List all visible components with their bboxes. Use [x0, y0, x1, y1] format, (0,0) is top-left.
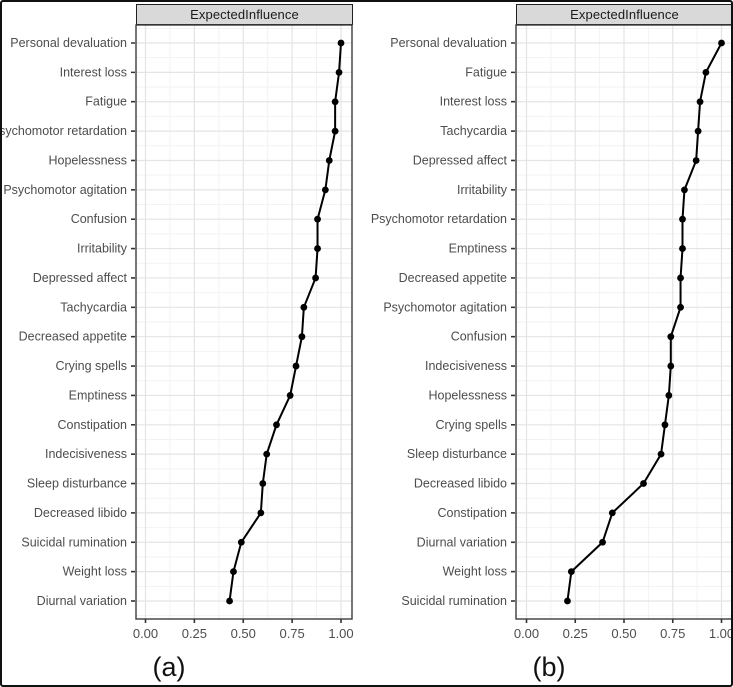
y-axis-label: Diurnal variation: [417, 535, 507, 549]
y-axis-label: Fatigue: [85, 95, 127, 109]
y-axis-label: Emptiness: [449, 242, 507, 256]
data-point: [314, 215, 321, 223]
data-point: [292, 362, 300, 370]
data-point: [692, 157, 700, 164]
y-axis-label: Diurnal variation: [37, 594, 127, 608]
panel-b-chart: Personal devaluation Fatigue Interest loss…: [371, 24, 733, 641]
y-axis-label: Decreased appetite: [399, 271, 507, 285]
panel-b-strip-header: ExpectedInfluence: [516, 4, 731, 25]
data-point: [331, 98, 339, 106]
data-point: [677, 303, 684, 311]
data-point: [661, 421, 669, 429]
y-axis-label: Personal devaluation: [390, 36, 507, 50]
data-point: [667, 333, 675, 341]
data-point: [325, 157, 333, 164]
y-axis-label: Depressed affect: [413, 153, 508, 167]
data-point: [679, 215, 686, 223]
data-point: [273, 421, 280, 429]
series-line: [228, 42, 342, 602]
data-point: [337, 39, 345, 47]
y-axis-label: Psychomotor agitation: [383, 300, 507, 314]
y-axis-label: Crying spells: [435, 418, 507, 432]
data-point: [230, 568, 237, 576]
y-axis-label: Psychomotor retardation: [371, 212, 507, 226]
data-point: [300, 303, 308, 311]
data-point: [681, 186, 688, 194]
y-axis-label: Tachycardia: [440, 124, 507, 138]
data-point: [718, 39, 725, 47]
y-axis-label: Suicidal rumination: [21, 535, 127, 549]
data-point: [608, 509, 616, 517]
data-point: [263, 450, 271, 458]
y-axis-label: Sleep disturbance: [407, 447, 507, 461]
x-axis-tick-label: 0.00: [133, 626, 158, 641]
data-point: [335, 68, 343, 76]
x-axis-tick-label: 0.50: [611, 626, 636, 641]
x-axis-tick-label: 0.75: [660, 626, 685, 641]
y-axis-label: Emptiness: [69, 388, 127, 402]
data-point: [331, 127, 339, 135]
y-axis-label: Interest loss: [440, 95, 507, 109]
x-axis-tick-label: 0.75: [279, 626, 304, 641]
y-axis-label: Confusion: [451, 330, 507, 344]
data-point: [286, 392, 294, 399]
x-axis-tick-label: 0.25: [182, 626, 207, 641]
y-axis-label: Sleep disturbance: [27, 477, 127, 491]
data-point: [298, 333, 306, 341]
series-line: [566, 42, 723, 602]
data-point: [665, 392, 673, 399]
y-axis-label: Weight loss: [443, 565, 507, 579]
y-axis-label: Hopelessness: [428, 388, 507, 402]
panel-a-chart: Personal devaluation Interest loss Fatigue…: [2, 24, 354, 641]
y-axis-label: Irritability: [77, 242, 128, 256]
data-point: [640, 480, 647, 487]
y-axis-label: Tachycardia: [60, 300, 127, 314]
y-axis-label: Suicidal rumination: [401, 594, 507, 608]
y-axis-label: Constipation: [438, 506, 508, 520]
data-point: [226, 597, 233, 605]
y-axis-label: Hopelessness: [48, 153, 127, 167]
data-point: [237, 538, 245, 546]
y-axis-label: Fatigue: [465, 65, 507, 79]
data-point: [694, 127, 702, 135]
x-axis-tick-label: 1.00: [328, 626, 353, 641]
panel-a-caption: (a): [152, 652, 186, 682]
y-axis-label: Psychomotor agitation: [3, 183, 127, 197]
x-axis-tick-label: 1.00: [709, 626, 733, 641]
data-point: [564, 597, 571, 605]
y-axis-label: Decreased libido: [414, 477, 507, 491]
y-axis-label: Psychomotor retardation: [2, 124, 127, 138]
y-axis-label: Constipation: [58, 418, 128, 432]
y-axis-label: Weight loss: [63, 565, 127, 579]
x-axis-tick-label: 0.25: [563, 626, 588, 641]
y-axis-label: Interest loss: [60, 65, 127, 79]
data-point: [677, 274, 684, 282]
data-point: [657, 450, 665, 458]
panel-b-caption: (b): [532, 652, 566, 682]
y-axis-label: Crying spells: [55, 359, 127, 373]
data-point: [259, 480, 267, 487]
y-axis-label: Decreased libido: [34, 506, 127, 520]
y-axis-label: Depressed affect: [33, 271, 128, 285]
data-point: [696, 98, 704, 106]
data-point: [314, 245, 321, 252]
y-axis-label: Confusion: [71, 212, 127, 226]
y-axis-label: Indecisiveness: [45, 447, 127, 461]
y-axis-label: Indecisiveness: [425, 359, 507, 373]
data-point: [321, 186, 329, 194]
data-point: [312, 274, 319, 282]
y-axis-label: Personal devaluation: [10, 36, 127, 50]
data-point: [257, 509, 265, 517]
data-point: [667, 362, 675, 370]
x-axis-tick-label: 0.00: [514, 626, 539, 641]
data-point: [599, 538, 606, 546]
data-point: [679, 245, 686, 252]
data-point: [702, 68, 710, 76]
data-point: [567, 568, 575, 576]
x-axis-tick-label: 0.50: [231, 626, 256, 641]
y-axis-label: Irritability: [457, 183, 508, 197]
y-axis-label: Decreased appetite: [19, 330, 127, 344]
